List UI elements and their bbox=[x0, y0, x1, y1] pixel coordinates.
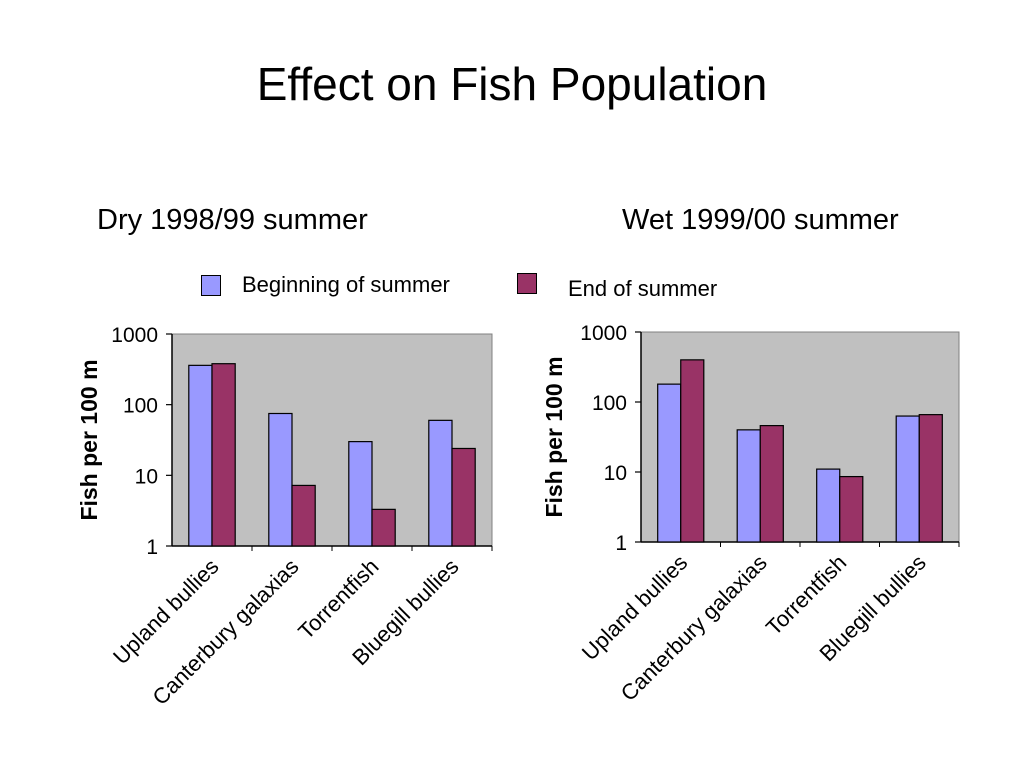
y-axis-label: Fish per 100 m bbox=[76, 359, 102, 520]
slide-title: Effect on Fish Population bbox=[256, 58, 768, 110]
bar-end-canterbury-galaxias bbox=[291, 484, 316, 547]
bar-end-upland-bullies bbox=[211, 363, 236, 547]
bar-end-bluegill-bullies bbox=[451, 447, 476, 547]
y-tick-label: 1 bbox=[146, 536, 158, 559]
bar-end-torrentfish bbox=[371, 508, 396, 547]
legend-label-beginning: Beginning of summer bbox=[242, 272, 450, 297]
category-label: Canterbury galaxias bbox=[616, 550, 772, 706]
bar-beginning-torrentfish bbox=[816, 468, 841, 543]
y-tick-label: 1 bbox=[615, 532, 627, 555]
y-axis-label: Fish per 100 m bbox=[541, 356, 567, 517]
legend-label-end: End of summer bbox=[568, 276, 718, 301]
bar-beginning-canterbury-galaxias bbox=[268, 412, 293, 547]
bar-beginning-upland-bullies bbox=[657, 383, 682, 543]
bar-end-torrentfish bbox=[839, 475, 864, 543]
chart-title-dry: Dry 1998/99 summer bbox=[97, 204, 368, 236]
bar-end-bluegill-bullies bbox=[918, 414, 943, 543]
bar-beginning-torrentfish bbox=[348, 441, 373, 547]
y-tick-label: 100 bbox=[592, 392, 627, 415]
chart-title-wet: Wet 1999/00 summer bbox=[622, 204, 899, 236]
y-tick-label: 100 bbox=[123, 395, 158, 418]
y-tick-label: 10 bbox=[604, 462, 627, 485]
y-tick-label: 10 bbox=[135, 465, 158, 488]
bar-beginning-bluegill-bullies bbox=[895, 415, 920, 543]
y-tick-label: 1000 bbox=[580, 322, 627, 345]
bar-beginning-bluegill-bullies bbox=[428, 419, 453, 547]
legend-swatch-end bbox=[517, 273, 537, 294]
bar-beginning-upland-bullies bbox=[188, 364, 213, 547]
legend-swatch-beginning bbox=[201, 275, 221, 296]
category-label: Canterbury galaxias bbox=[147, 554, 303, 710]
y-tick-label: 1000 bbox=[111, 324, 158, 347]
bar-end-canterbury-galaxias bbox=[759, 425, 784, 543]
bar-end-upland-bullies bbox=[680, 359, 705, 543]
bar-beginning-canterbury-galaxias bbox=[736, 429, 761, 543]
